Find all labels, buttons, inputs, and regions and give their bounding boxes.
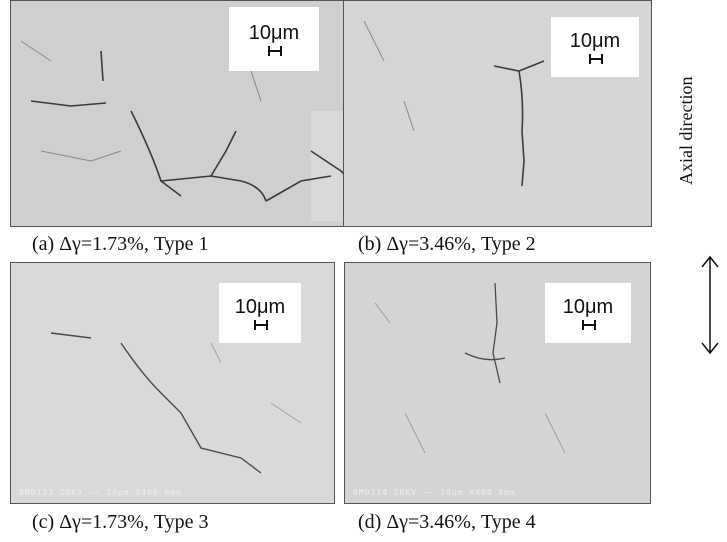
caption-a: (a) Δγ=1.73%, Type 1: [32, 233, 209, 255]
axial-direction-label: Axial direction: [676, 76, 696, 185]
micrograph-a: 10μm: [10, 0, 394, 227]
scale-bar-box-c: 10μm: [219, 283, 301, 343]
scale-bar-icon-d: [582, 320, 596, 330]
micrograph-d: 10μm 0M0114 20KV —— 10μm X400 0mm: [344, 262, 651, 504]
scale-bar-box-d: 10μm: [545, 283, 631, 343]
micrograph-a-surface: [11, 1, 393, 226]
sem-info-footer-d: 0M0114 20KV —— 10μm X400 0mm: [353, 488, 516, 497]
scale-bar-icon-a: [268, 46, 282, 56]
caption-c: (c) Δγ=1.73%, Type 3: [32, 511, 209, 533]
micrograph-c-surface: [11, 263, 334, 503]
scale-label-d: 10μm: [562, 296, 614, 318]
scale-bar-icon-c: [254, 320, 268, 330]
caption-d: (d) Δγ=3.46%, Type 4: [358, 511, 536, 533]
scale-label-c: 10μm: [234, 296, 286, 318]
sem-info-footer-c: 0M0133 20KV —— 10μm X400 0mm: [19, 488, 182, 497]
scale-label-b: 10μm: [569, 30, 621, 52]
micrograph-c: 10μm 0M0133 20KV —— 10μm X400 0mm: [10, 262, 335, 504]
micrograph-b: 10μm: [343, 0, 652, 227]
caption-b: (b) Δγ=3.46%, Type 2: [358, 233, 536, 255]
scale-bar-box-a: 10μm: [229, 7, 319, 71]
scale-bar-icon-b: [589, 54, 603, 64]
scale-label-a: 10μm: [248, 22, 300, 44]
double-arrow-icon: [701, 255, 719, 355]
scale-bar-box-b: 10μm: [551, 17, 639, 77]
